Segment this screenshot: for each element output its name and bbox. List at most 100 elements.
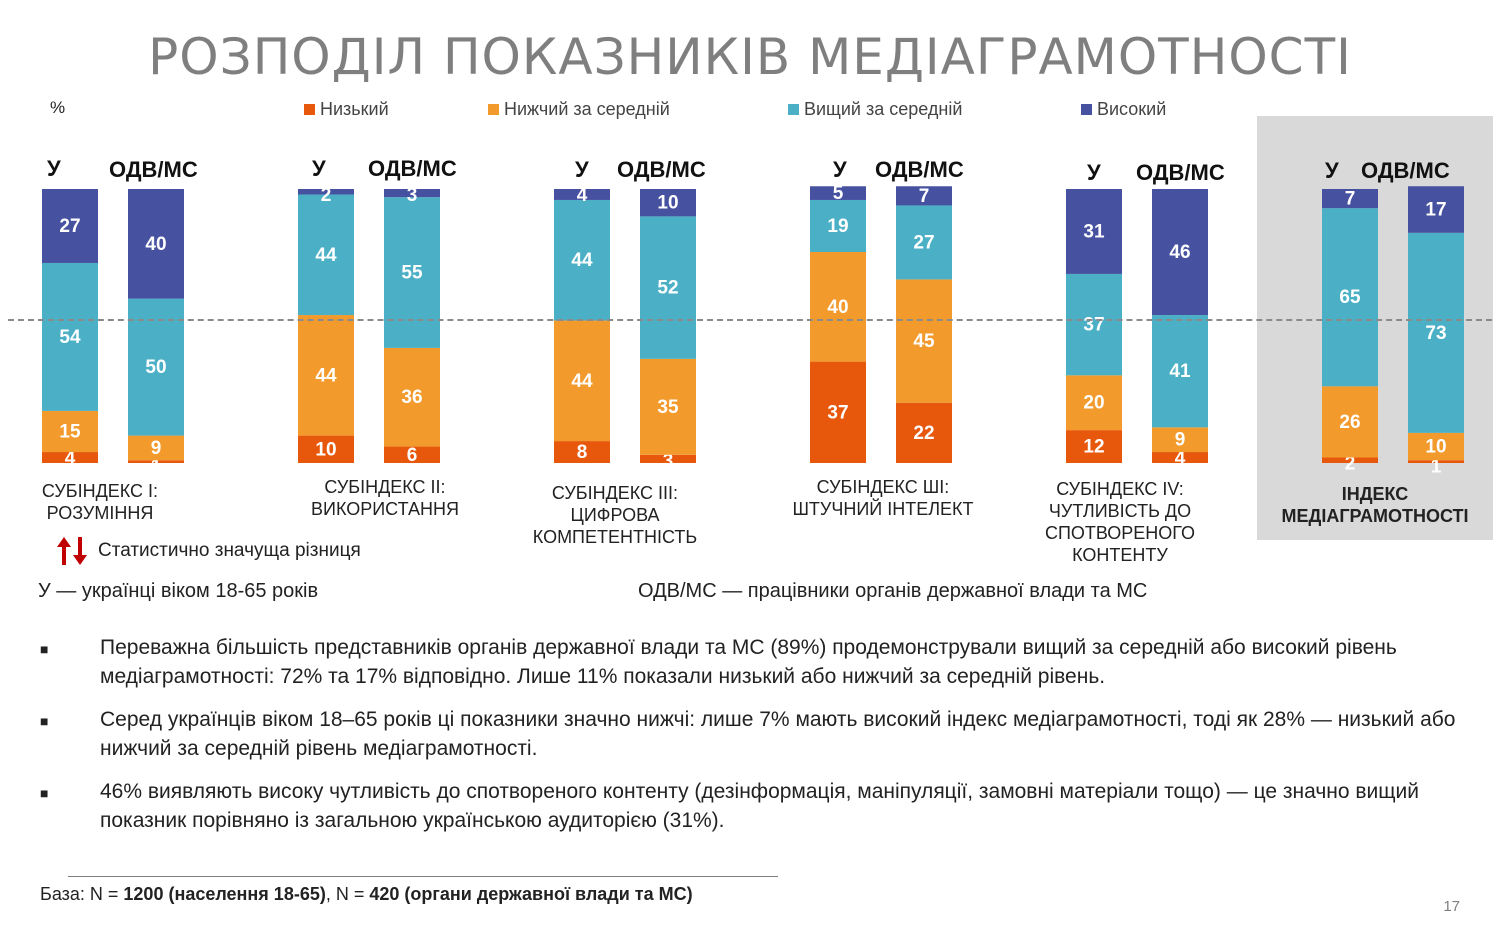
bar-segment-below [1066, 375, 1122, 431]
footnote-divider [68, 876, 778, 877]
bar-segment-low [810, 361, 866, 463]
bar-segment-high [1066, 189, 1122, 274]
bar-segment-high [1322, 189, 1378, 209]
data-label: 31 [1083, 221, 1105, 242]
bar-segment-below [1322, 386, 1378, 458]
abbreviation-odv: ОДВ/МС — працівники органів державної вл… [638, 580, 1148, 602]
bar-segment-above [1152, 315, 1208, 428]
group-head-odv: ОДВ/МС [875, 157, 964, 182]
data-label: 52 [657, 278, 678, 299]
category-label-line: СПОТВОРЕНОГО [1044, 523, 1196, 543]
data-label: 15 [59, 421, 81, 442]
stacked-bar-chart: 4155427195040104444263655384444433552103… [42, 185, 1464, 478]
data-label: 27 [59, 216, 80, 237]
data-label: 10 [1425, 437, 1446, 458]
data-label: 17 [1425, 200, 1446, 221]
data-label: 40 [827, 297, 848, 318]
category-label-line: МЕДІАГРАМОТНОСТІ [1281, 506, 1469, 526]
unit-label: % [50, 98, 66, 117]
category-label-line: ЦИФРОВА [570, 505, 660, 525]
category-label-g4: СУБІНДЕКС ШІ: ШТУЧНИЙ ІНТЕЛЕКТ [788, 476, 978, 520]
data-label: 7 [919, 186, 930, 207]
bar-segment-below [896, 279, 952, 403]
bar-segment-below [1408, 432, 1464, 461]
category-label-line: СУБІНДЕКС IV: [1056, 479, 1184, 499]
abbreviation-u: У — українці віком 18-65 років [38, 580, 319, 602]
group-head-u: У [1087, 160, 1101, 185]
category-label-line: ЧУТЛИВІСТЬ ДО [1048, 501, 1192, 521]
category-label-g3: СУБІНДЕКС ІІІ: ЦИФРОВА КОМПЕТЕНТНІСТЬ [525, 482, 705, 548]
data-label: 9 [151, 438, 162, 459]
bar-segment-low [1066, 430, 1122, 463]
category-label-g6: ІНДЕКС МЕДІАГРАМОТНОСТІ [1265, 483, 1485, 527]
bar-segment-above [384, 197, 440, 348]
sample-base-note: База: N = 1200 (населення 18-65), N = 42… [40, 884, 693, 905]
bar-segment-above [1322, 208, 1378, 387]
data-label: 27 [913, 232, 934, 253]
bar-segment-high [42, 189, 98, 263]
legend-swatch-low [304, 104, 315, 115]
category-label-g1: СУБІНДЕКС І: РОЗУМІННЯ [20, 480, 180, 524]
bar-segment-low [384, 446, 440, 463]
bullet-square-icon: ■ [40, 785, 49, 801]
data-label: 4 [1175, 448, 1186, 469]
data-label: 1 [1431, 456, 1442, 477]
data-label: 40 [145, 234, 166, 255]
data-label: 10 [657, 193, 678, 214]
data-label: 44 [571, 250, 593, 271]
bar-segment-below [298, 315, 354, 436]
data-label: 7 [1345, 189, 1356, 210]
bar-segment-below [384, 347, 440, 447]
data-label: 65 [1339, 287, 1361, 308]
bar-segment-above [1066, 273, 1122, 376]
data-label: 22 [913, 423, 934, 444]
data-label: 55 [401, 263, 423, 284]
legend-item-below: Нижчий за середній [488, 99, 670, 120]
category-label-line: РОЗУМІННЯ [46, 503, 154, 523]
data-label: 3 [407, 185, 418, 206]
bar-segment-low [640, 454, 696, 463]
data-label: 36 [401, 387, 422, 408]
category-label-line: СУБІНДЕКС ІІ: [324, 477, 446, 497]
legend-swatch-above [788, 104, 799, 115]
category-label-g5: СУБІНДЕКС IV: ЧУТЛИВІСТЬ ДО СПОТВОРЕНОГО… [1030, 478, 1210, 566]
category-label-line: ІНДЕКС [1341, 484, 1409, 504]
category-label-line: СУБІНДЕКС ІІІ: [551, 483, 679, 503]
legend-label-below: Нижчий за середній [504, 99, 670, 119]
data-label: 3 [663, 451, 674, 472]
bar-segment-above [128, 298, 184, 436]
legend-label-low: Низький [320, 99, 389, 119]
group-head-odv: ОДВ/МС [617, 157, 706, 182]
group-head-u: У [47, 156, 61, 181]
category-label-line: ШТУЧНИЙ ІНТЕЛЕКТ [792, 499, 974, 519]
list-item: ■ 46% виявляють високу чутливість до спот… [40, 777, 1460, 835]
bullet-square-icon: ■ [40, 641, 49, 657]
data-label: 44 [315, 365, 337, 386]
bullet-text: Серед українців віком 18–65 років ці пок… [100, 708, 1456, 760]
bar-segment-high [554, 189, 610, 200]
data-label: 35 [657, 397, 679, 418]
data-label: 46 [1169, 242, 1190, 263]
data-label: 9 [1175, 430, 1186, 451]
bar-segment-above [640, 216, 696, 359]
bullet-square-icon: ■ [40, 713, 49, 729]
data-label: 2 [321, 185, 332, 206]
significance-note: Статистично значуща різниця [56, 536, 361, 566]
bar-segment-below [42, 410, 98, 453]
data-label: 1 [151, 456, 162, 477]
category-label-line: КОНТЕНТУ [1072, 545, 1168, 565]
legend-item-high: Високий [1081, 99, 1166, 120]
data-label: 44 [315, 245, 337, 266]
bar-segment-high [128, 189, 184, 299]
group-head-u: У [575, 157, 589, 182]
category-label-line: КОМПЕТЕНТНІСТЬ [532, 527, 698, 547]
findings-list: ■ Переважна більшість представників орган… [40, 633, 1460, 849]
bar-segment-high [810, 186, 866, 200]
data-label: 37 [1083, 315, 1104, 336]
data-label: 12 [1083, 437, 1104, 458]
bullet-text: Переважна більшість представників органі… [100, 636, 1397, 688]
data-label: 50 [145, 357, 166, 378]
reference-line [8, 319, 1492, 321]
bar-segment-low [1152, 452, 1208, 463]
bar-segment-below [640, 358, 696, 455]
